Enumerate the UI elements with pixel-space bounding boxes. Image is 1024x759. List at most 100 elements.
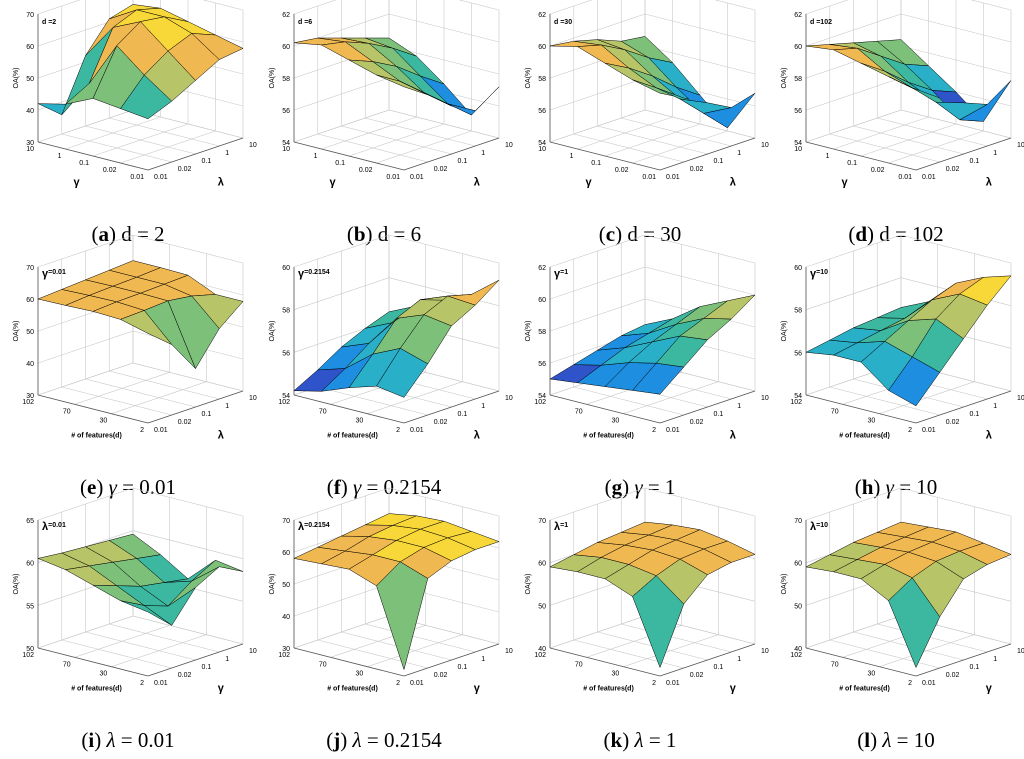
left-tick-label: 2 (396, 680, 400, 687)
left-tick-label: 0.02 (871, 167, 885, 174)
surface-patch-3-3 (703, 294, 756, 320)
z-tick-label: 58 (282, 308, 290, 315)
right-tick-label: 0.01 (410, 427, 424, 434)
left-axis-label: # of features(d) (839, 685, 890, 692)
right-tick-label: 0.1 (970, 411, 980, 418)
right-tick-label: 0.01 (154, 427, 168, 434)
caption-symbol: γ (885, 475, 894, 499)
left-tick-label: 30 (356, 671, 364, 678)
title-symbol: γ (810, 268, 817, 280)
caption-paren: ( (346, 222, 354, 246)
caption-text: d = 102 (879, 222, 944, 246)
left-axis-label: # of features(d) (583, 685, 634, 692)
caption-letter: h (861, 475, 874, 499)
z-tick-label: 62 (794, 12, 802, 19)
left-tick-label: 102 (790, 399, 802, 406)
left-axis-label: # of features(d) (839, 432, 890, 439)
z-tick-label: 50 (538, 603, 546, 610)
grid-line (829, 133, 940, 163)
chart-panel-i: 50 55 60 65 OA(%) 102 70 30 2 # of features(d) 0.0… (0, 487, 257, 759)
caption-text: = 0.2154 (361, 475, 442, 499)
title-value: =0.01 (48, 269, 66, 276)
axis-line (549, 647, 661, 677)
left-axis-label: # of features(d) (327, 432, 378, 439)
z-tick-label: 54 (282, 393, 290, 400)
right-tick-label: 10 (505, 648, 513, 655)
surface-plot-h: 54 56 58 60 OA(%) 102 70 30 2 # of features(d) 0.0… (781, 234, 1024, 442)
axis-line (293, 141, 405, 171)
axis-line (37, 394, 149, 424)
left-tick-label: 0.1 (335, 160, 345, 167)
caption-text: = 1 (642, 475, 676, 499)
right-tick-label: 0.02 (690, 419, 704, 426)
surface-plot-k: 40 50 60 70 OA(%) 102 70 30 2 # of features(d) 0.0… (525, 487, 769, 695)
grid-line (132, 234, 244, 264)
surface-plot-a: 30 40 50 60 70 OA(%) 10 1 0.1 0.02 0.01 γ 0.01 0.02 0.… (13, 0, 257, 189)
right-axis-label: λ (218, 430, 224, 442)
left-tick-label: 1 (58, 153, 62, 160)
left-tick-label: 70 (831, 661, 839, 668)
grid-line (549, 0, 593, 15)
caption-paren: ( (326, 728, 334, 752)
caption-f: (f) γ = 0.2154 (256, 475, 512, 500)
right-tick-label: 0.1 (202, 664, 212, 671)
right-axis-label: λ (218, 177, 224, 189)
axis-line (805, 141, 917, 171)
right-tick-label: 1 (737, 656, 741, 663)
z-axis-label: OA(%) (13, 68, 20, 89)
right-axis-label: γ (986, 683, 993, 695)
surface-patch-3-3 (447, 86, 500, 116)
surface-patch-3-3 (447, 279, 500, 306)
left-tick-label: 10 (538, 146, 546, 153)
title-symbol: λ (298, 521, 304, 533)
left-axis-label: γ (73, 176, 80, 188)
grid-line (132, 487, 244, 517)
caption-paren: ( (603, 728, 611, 752)
z-tick-label: 60 (794, 265, 802, 272)
chart-title: d =6 (298, 19, 312, 26)
grid-line (573, 639, 684, 669)
grid-line (573, 386, 684, 416)
right-tick-label: 0.02 (178, 419, 192, 426)
grid-line (85, 125, 196, 155)
left-tick-label: 30 (100, 418, 108, 425)
z-tick-label: 60 (538, 44, 546, 51)
left-tick-label: 30 (868, 671, 876, 678)
title-value: =10 (816, 522, 828, 529)
grid-line (900, 487, 1012, 517)
caption-paren: ( (91, 222, 99, 246)
caption-paren: ( (848, 222, 856, 246)
grid-line (388, 487, 500, 517)
right-tick-label: 10 (761, 142, 769, 149)
right-tick-label: 1 (225, 403, 229, 410)
right-tick-label: 1 (993, 150, 997, 157)
z-axis-label: OA(%) (525, 68, 532, 89)
grid-line (317, 386, 428, 416)
right-tick-label: 1 (993, 403, 997, 410)
title-symbol: λ (554, 521, 560, 533)
axis-line (147, 137, 244, 171)
right-tick-label: 1 (481, 656, 485, 663)
surface-patch-3-3 (191, 33, 244, 60)
grid-line (132, 362, 244, 392)
z-tick-label: 56 (282, 108, 290, 115)
left-axis-label: # of features(d) (71, 685, 122, 692)
right-axis-label: γ (474, 683, 481, 695)
chart-title: γ=10 (810, 268, 828, 280)
right-tick-label: 1 (481, 403, 485, 410)
z-tick-label: 40 (282, 614, 290, 621)
z-tick-label: 70 (282, 518, 290, 525)
left-tick-label: 2 (908, 680, 912, 687)
z-tick-label: 50 (282, 582, 290, 589)
surface-patch-3-3 (191, 559, 244, 582)
grid-line (644, 266, 756, 296)
grid-line (829, 639, 940, 669)
right-tick-label: 1 (225, 150, 229, 157)
grid-line (37, 0, 81, 15)
grid-line (365, 117, 476, 147)
left-tick-label: 10 (26, 146, 34, 153)
grid-line (644, 487, 756, 517)
z-tick-label: 58 (538, 76, 546, 83)
z-axis-label: OA(%) (525, 574, 532, 595)
title-value: d =2 (42, 19, 56, 26)
